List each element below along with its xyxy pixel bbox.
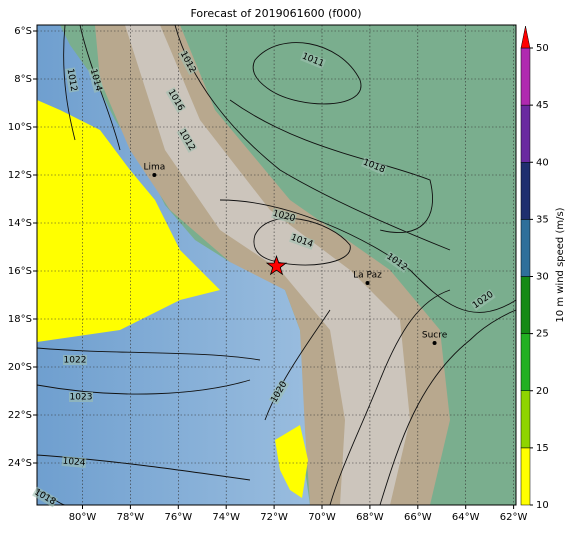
colorbar-band [520,390,531,449]
x-tick-label: 74°W [212,512,240,523]
x-tick-label: 78°W [117,512,145,523]
contour-label: 1012 [65,68,79,92]
colorbar-band [520,47,531,106]
y-tick-label: 20°S [8,362,32,373]
graticule [37,25,516,505]
colorbar-tick-label: 10 [536,500,549,511]
colorbar-band [520,219,531,277]
colorbar-tick-label: 25 [536,329,549,340]
title: Forecast of 2019061600 (f000) [190,7,361,20]
x-tick-label: 66°W [404,512,432,523]
colorbar-band [520,162,531,220]
y-tick-label: 10°S [8,122,32,133]
city-marker [365,281,370,285]
contour-label-bg [470,289,496,311]
contour-label-bg [268,379,290,405]
contour-label-bg [63,355,87,365]
contour-label: 1024 [62,457,86,469]
colorbar-tick-label: 50 [536,43,549,54]
y-tick-label: 12°S [8,170,32,181]
colorbar-tick-label: 30 [536,272,549,283]
y-tick-label: 16°S [8,266,32,277]
contour-label-bg [69,392,93,402]
x-tick-label: 62°W [500,512,528,523]
x-tick-label: 68°W [356,512,384,523]
colorbar-tick-label: 15 [536,443,549,454]
contour-label-bg [361,156,387,176]
colorbar-band [520,447,531,506]
y-tick-label: 18°S [8,314,32,325]
contour-label: 1023 [70,393,93,403]
x-tick-label: 72°W [260,512,288,523]
colorbar-tick-label: 20 [536,386,549,397]
contour-label-bg [176,127,198,153]
city-marker [152,173,157,177]
colorbar-band [520,333,531,391]
colorbar-band [520,104,531,163]
y-tick-label: 24°S [8,458,32,469]
x-tick-label: 80°W [69,512,97,523]
y-tick-label: 6°S [14,26,32,37]
contour-label-bg [61,455,87,469]
colorbar-tick-label: 35 [536,214,549,225]
colorbar-extend [520,25,531,49]
city-label: La Paz [353,271,382,281]
contour-label-bg [165,87,187,113]
contour-label-bg [300,50,326,70]
contour-label: 1022 [64,356,87,366]
colorbar-label: 10 m wind speed (m/s) [555,207,566,322]
location-star [265,254,288,276]
colorbar-tick-label: 40 [536,157,549,168]
contour-label-bg [271,208,297,224]
contour-label-bg [289,232,315,250]
contour-label-bg [177,49,199,75]
map-frame [36,24,517,506]
colorbar-tick-label: 45 [536,100,549,111]
y-tick-label: 22°S [8,410,32,421]
contour-label-bg [384,251,410,273]
city-label: Sucre [422,331,448,341]
contour-label-bg [88,67,104,93]
x-tick-label: 64°W [452,512,480,523]
x-tick-label: 70°W [308,512,336,523]
x-tick-label: 76°W [164,512,192,523]
city-label: Lima [143,163,165,173]
contour-label-bg [64,67,80,93]
contour-label-bg [32,486,58,508]
city-marker [432,341,437,345]
colorbar-band [520,276,531,334]
y-tick-label: 14°S [8,218,32,229]
y-tick-label: 8°S [14,74,32,85]
